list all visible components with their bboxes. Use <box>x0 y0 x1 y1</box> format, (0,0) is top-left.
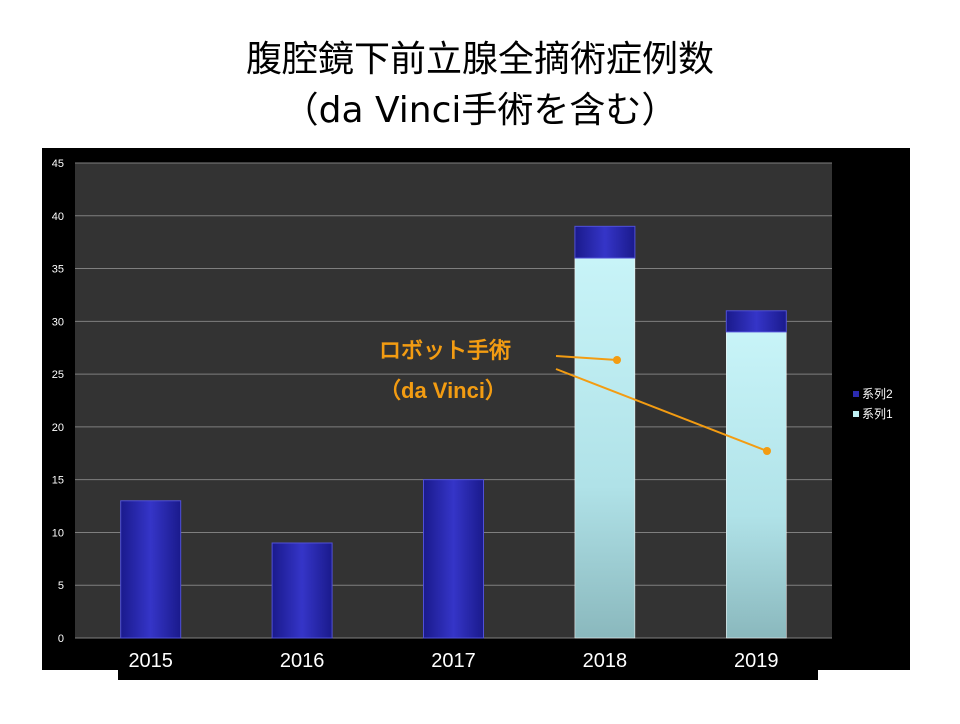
annotation-dot-2018 <box>613 356 621 364</box>
bars <box>120 225 787 639</box>
bar-series2-2017 <box>423 479 484 639</box>
x-category-label: 2015 <box>128 650 173 672</box>
y-tick-label: 25 <box>52 369 64 381</box>
y-tick-label: 10 <box>52 527 64 539</box>
x-category-label: 2019 <box>734 650 779 672</box>
annotation-pointer-2019 <box>555 368 768 452</box>
y-tick-label: 0 <box>58 633 64 645</box>
x-axis-labels: 2015 2016 2017 2018 2019 <box>128 650 778 672</box>
y-tick-label: 40 <box>52 211 64 223</box>
x-category-label: 2016 <box>280 650 325 672</box>
x-category-label: 2017 <box>431 650 476 672</box>
annotation-label-line-1: ロボット手術 <box>379 338 511 363</box>
legend-swatch <box>853 391 859 397</box>
annotation-pointer-2018 <box>555 355 618 361</box>
y-tick-label: 15 <box>52 475 64 487</box>
legend-label: 系列1 <box>862 407 893 421</box>
slide-title-line-2: （da Vinci手術を含む） <box>282 90 678 131</box>
annotation-dot-2019 <box>763 447 771 455</box>
y-tick-label: 30 <box>52 316 64 328</box>
y-tick-label: 45 <box>52 158 64 170</box>
legend-label: 系列2 <box>862 387 893 401</box>
bar-series2-2015 <box>120 500 182 639</box>
y-tick-label: 5 <box>58 580 64 592</box>
bar-series2-2016 <box>271 542 333 639</box>
robot-surgery-annotation: ロボット手術 （da Vinci） <box>379 338 771 455</box>
bar-series2-2019 <box>725 310 787 333</box>
bar-series2-2018 <box>574 225 636 259</box>
annotation-label-line-2: （da Vinci） <box>379 378 507 403</box>
y-tick-label: 35 <box>52 264 64 276</box>
y-tick-label: 20 <box>52 422 64 434</box>
bar-series1-2018 <box>574 257 636 639</box>
category-label-band <box>118 640 818 680</box>
x-category-label: 2018 <box>583 650 628 672</box>
bar-series1-2019 <box>726 331 787 639</box>
y-axis-ticks: 0 5 10 15 20 25 30 35 40 45 <box>52 158 64 645</box>
legend-swatch <box>853 411 859 417</box>
slide-title-line-1: 腹腔鏡下前立腺全摘術症例数 <box>245 39 714 80</box>
